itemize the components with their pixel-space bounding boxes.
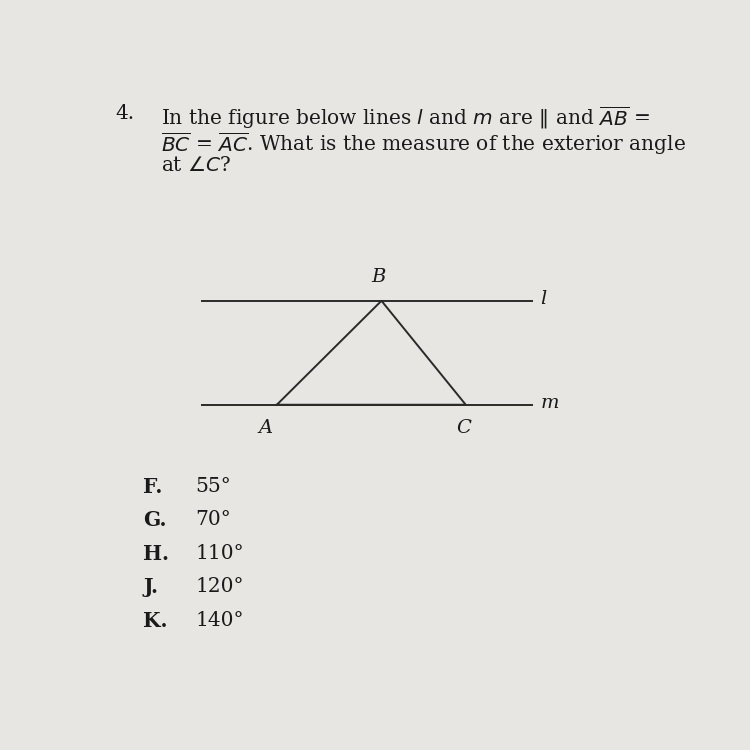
Text: m: m xyxy=(540,394,559,412)
Text: 120°: 120° xyxy=(196,578,244,596)
Text: at $\angle C$?: at $\angle C$? xyxy=(160,157,231,176)
Text: C: C xyxy=(457,419,472,437)
Text: $\overline{BC}$ = $\overline{AC}$. What is the measure of the exterior angle: $\overline{BC}$ = $\overline{AC}$. What … xyxy=(160,130,686,158)
Text: G.: G. xyxy=(143,511,166,530)
Text: K.: K. xyxy=(143,611,168,631)
Text: In the figure below lines $l$ and $m$ are $\|$ and $\overline{AB}$ =: In the figure below lines $l$ and $m$ ar… xyxy=(160,104,650,131)
Text: 70°: 70° xyxy=(196,511,231,530)
Text: 4.: 4. xyxy=(116,104,135,124)
Text: H.: H. xyxy=(143,544,170,564)
Text: A: A xyxy=(258,419,272,437)
Text: B: B xyxy=(371,268,386,286)
Text: 140°: 140° xyxy=(196,611,244,630)
Text: l: l xyxy=(540,290,547,308)
Text: F.: F. xyxy=(143,477,163,497)
Text: J.: J. xyxy=(143,578,158,598)
Text: 55°: 55° xyxy=(196,477,231,496)
Text: 110°: 110° xyxy=(196,544,244,563)
